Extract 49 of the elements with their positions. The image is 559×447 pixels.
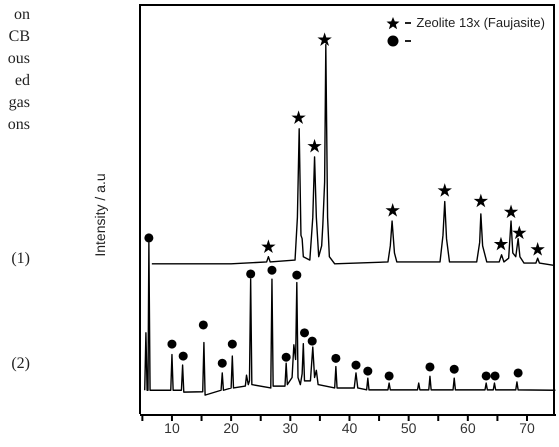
- point: [514, 368, 523, 378]
- x-tick-label: 10: [164, 420, 180, 436]
- point: [144, 233, 154, 242]
- x-tick-label: 70: [519, 420, 535, 436]
- text: CB: [8, 28, 30, 46]
- point: [261, 239, 276, 254]
- point: [218, 358, 227, 368]
- point: [385, 203, 400, 217]
- point: [363, 366, 372, 376]
- x-tick-label: 20: [223, 420, 240, 436]
- point: [317, 32, 332, 46]
- point: [291, 110, 306, 124]
- point: [490, 371, 500, 380]
- point: [351, 360, 361, 370]
- text: gas: [8, 94, 30, 112]
- point: [246, 269, 256, 278]
- point: [167, 340, 176, 349]
- text: ous: [8, 50, 30, 68]
- point: [307, 138, 322, 153]
- point: [425, 362, 434, 372]
- point: [450, 364, 459, 374]
- text: (1): [11, 250, 30, 268]
- point: [228, 340, 237, 349]
- point: [308, 336, 317, 346]
- x-tick-label: 40: [342, 420, 358, 436]
- point: [530, 242, 545, 256]
- text: (2): [11, 355, 30, 373]
- x-tick-label: 30: [282, 420, 298, 436]
- point: [512, 226, 526, 240]
- point: [482, 371, 491, 380]
- point: [494, 236, 508, 250]
- text: ons: [8, 116, 30, 134]
- text: ed: [14, 72, 30, 90]
- point: [198, 320, 208, 330]
- x-tick-label: 60: [460, 420, 476, 436]
- point: [178, 352, 188, 361]
- point: [282, 352, 291, 362]
- point: [300, 328, 310, 338]
- text: Zeolite 13x (Faujasite): [416, 14, 545, 32]
- point: [292, 270, 302, 280]
- y-axis-title: Intensity / a.u: [92, 173, 108, 257]
- point: [331, 354, 340, 363]
- point: [438, 183, 452, 197]
- point: [474, 194, 488, 208]
- point: [267, 266, 276, 275]
- point: [384, 371, 394, 380]
- text: on: [14, 6, 30, 24]
- point: [504, 204, 518, 218]
- x-tick-label: 50: [400, 420, 417, 436]
